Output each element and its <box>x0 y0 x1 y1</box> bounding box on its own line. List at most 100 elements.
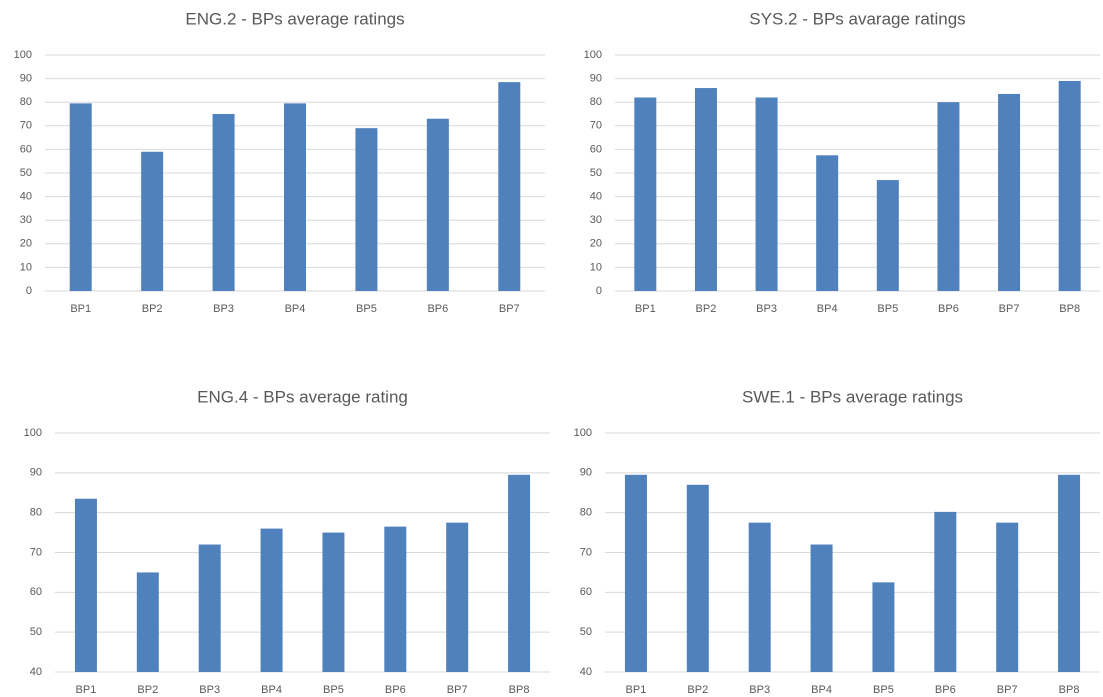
x-tick-label: BP4 <box>811 684 832 696</box>
bar <box>694 88 717 291</box>
y-tick-label: 90 <box>580 467 592 479</box>
x-tick-label: BP6 <box>938 303 959 315</box>
x-tick-label: BP4 <box>817 303 838 315</box>
y-tick-label: 70 <box>590 120 602 132</box>
bar <box>686 484 709 672</box>
x-tick-label: BP2 <box>687 684 708 696</box>
x-tick-label: BP1 <box>626 684 647 696</box>
y-tick-label: 20 <box>590 238 602 250</box>
bar <box>876 180 899 291</box>
x-tick-label: BP4 <box>285 303 306 315</box>
bar <box>260 528 283 672</box>
x-tick-label: BP7 <box>999 303 1020 315</box>
y-tick-label: 80 <box>580 507 592 519</box>
y-tick-label: 60 <box>580 586 592 598</box>
x-tick-label: BP6 <box>385 684 406 696</box>
y-tick-label: 10 <box>20 261 32 273</box>
y-tick-label: 70 <box>30 546 42 558</box>
y-tick-label: 70 <box>20 120 32 132</box>
y-tick-label: 50 <box>20 167 32 179</box>
y-tick-label: 80 <box>30 507 42 519</box>
y-tick-label: 10 <box>590 261 602 273</box>
bar <box>810 544 833 672</box>
y-tick-label: 40 <box>590 191 602 203</box>
bar <box>1058 474 1081 672</box>
bar <box>74 498 97 672</box>
bar <box>69 103 92 291</box>
x-tick-label: BP3 <box>213 303 234 315</box>
bar <box>937 102 960 291</box>
bar <box>198 544 221 672</box>
bar <box>996 522 1019 672</box>
x-tick-label: BP1 <box>635 303 656 315</box>
bar <box>426 118 449 291</box>
x-tick-label: BP6 <box>427 303 448 315</box>
y-tick-label: 90 <box>20 73 32 85</box>
x-tick-label: BP1 <box>70 303 91 315</box>
x-tick-label: BP8 <box>1059 303 1080 315</box>
x-tick-label: BP5 <box>356 303 377 315</box>
x-tick-label: BP3 <box>756 303 777 315</box>
y-tick-label: 60 <box>20 143 32 155</box>
x-tick-label: BP4 <box>261 684 282 696</box>
y-tick-label: 20 <box>20 238 32 250</box>
x-tick-label: BP7 <box>997 684 1018 696</box>
bar <box>872 582 895 672</box>
x-tick-label: BP8 <box>509 684 530 696</box>
bar <box>322 532 345 672</box>
chart-title: SYS.2 - BPs avarage ratings <box>749 9 965 28</box>
bar <box>634 97 657 291</box>
x-tick-label: BP5 <box>877 303 898 315</box>
y-tick-label: 80 <box>590 96 602 108</box>
y-tick-label: 100 <box>14 49 32 61</box>
y-tick-label: 80 <box>20 96 32 108</box>
bar <box>998 93 1021 291</box>
bar <box>755 97 778 291</box>
bar <box>498 82 521 291</box>
x-tick-label: BP7 <box>499 303 520 315</box>
y-tick-label: 30 <box>20 214 32 226</box>
chart-title: ENG.4 - BPs average rating <box>197 387 408 406</box>
chart-title: ENG.2 - BPs average ratings <box>185 9 404 28</box>
chart-title: SWE.1 - BPs average ratings <box>742 387 963 406</box>
y-tick-label: 40 <box>580 666 592 678</box>
y-tick-label: 50 <box>590 167 602 179</box>
bar <box>284 103 306 291</box>
bar <box>1058 80 1081 292</box>
bar <box>934 511 957 672</box>
x-tick-label: BP5 <box>873 684 894 696</box>
x-tick-label: BP2 <box>696 303 717 315</box>
y-tick-label: 100 <box>584 49 602 61</box>
bar <box>384 526 407 672</box>
x-tick-label: BP8 <box>1059 684 1080 696</box>
x-tick-label: BP5 <box>323 684 344 696</box>
x-tick-label: BP3 <box>749 684 770 696</box>
bar <box>508 474 531 672</box>
y-tick-label: 90 <box>30 467 42 479</box>
bar <box>816 155 839 291</box>
bar <box>446 522 469 672</box>
y-tick-label: 40 <box>30 666 42 678</box>
bar <box>355 128 378 291</box>
y-tick-label: 100 <box>574 427 592 439</box>
y-tick-label: 0 <box>26 285 32 297</box>
y-tick-label: 30 <box>590 214 602 226</box>
y-tick-label: 70 <box>580 546 592 558</box>
y-tick-label: 90 <box>590 73 602 85</box>
x-tick-label: BP3 <box>199 684 220 696</box>
x-tick-label: BP2 <box>142 303 163 315</box>
bar <box>624 474 647 672</box>
y-tick-label: 60 <box>590 143 602 155</box>
y-tick-label: 50 <box>580 626 592 638</box>
bar <box>212 114 235 291</box>
y-tick-label: 60 <box>30 586 42 598</box>
y-tick-label: 40 <box>20 191 32 203</box>
y-tick-label: 0 <box>596 285 602 297</box>
bar <box>141 151 164 291</box>
x-tick-label: BP2 <box>137 684 158 696</box>
bar <box>136 572 159 672</box>
x-tick-label: BP1 <box>76 684 97 696</box>
bar <box>748 522 771 672</box>
y-tick-label: 100 <box>24 427 42 439</box>
